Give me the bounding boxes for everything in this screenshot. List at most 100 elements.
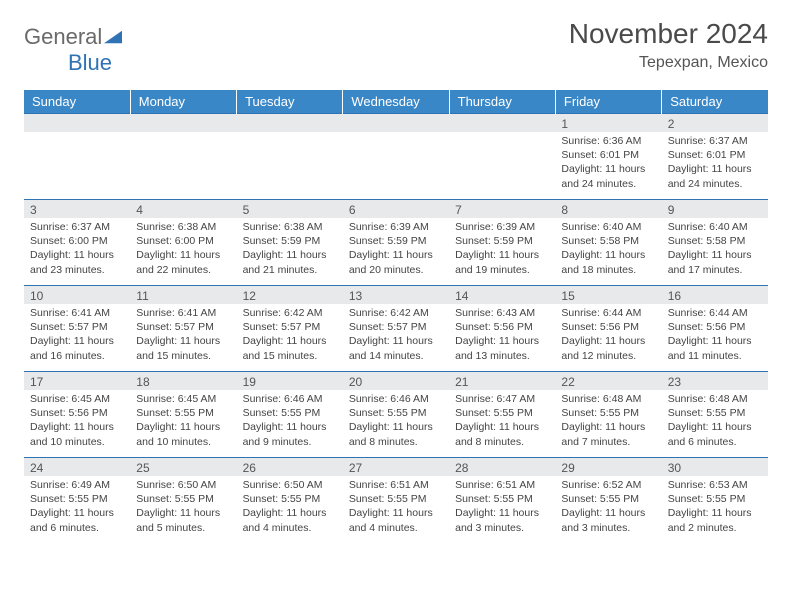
day-number: 5 <box>237 200 343 218</box>
day-number <box>449 114 555 132</box>
calendar-day-cell <box>449 114 555 200</box>
day-number: 29 <box>555 458 661 476</box>
calendar-day-cell: 13Sunrise: 6:42 AMSunset: 5:57 PMDayligh… <box>343 286 449 372</box>
calendar-page: General November 2024 Tepexpan, Mexico B… <box>0 0 792 562</box>
calendar-day-cell: 1Sunrise: 6:36 AMSunset: 6:01 PMDaylight… <box>555 114 661 200</box>
calendar-day-cell: 8Sunrise: 6:40 AMSunset: 5:58 PMDaylight… <box>555 200 661 286</box>
day-body: Sunrise: 6:51 AMSunset: 5:55 PMDaylight:… <box>449 476 555 539</box>
calendar-day-cell: 30Sunrise: 6:53 AMSunset: 5:55 PMDayligh… <box>662 458 768 544</box>
day-body: Sunrise: 6:39 AMSunset: 5:59 PMDaylight:… <box>343 218 449 281</box>
logo: General <box>24 18 122 50</box>
calendar-day-cell: 14Sunrise: 6:43 AMSunset: 5:56 PMDayligh… <box>449 286 555 372</box>
calendar-day-cell <box>237 114 343 200</box>
calendar-day-cell: 20Sunrise: 6:46 AMSunset: 5:55 PMDayligh… <box>343 372 449 458</box>
day-body <box>237 132 343 138</box>
day-number: 27 <box>343 458 449 476</box>
calendar-body: 1Sunrise: 6:36 AMSunset: 6:01 PMDaylight… <box>24 114 768 544</box>
day-number: 14 <box>449 286 555 304</box>
day-number: 15 <box>555 286 661 304</box>
calendar-day-cell: 21Sunrise: 6:47 AMSunset: 5:55 PMDayligh… <box>449 372 555 458</box>
day-number: 26 <box>237 458 343 476</box>
day-number: 13 <box>343 286 449 304</box>
day-body: Sunrise: 6:40 AMSunset: 5:58 PMDaylight:… <box>662 218 768 281</box>
day-number: 7 <box>449 200 555 218</box>
day-body: Sunrise: 6:52 AMSunset: 5:55 PMDaylight:… <box>555 476 661 539</box>
day-number <box>343 114 449 132</box>
calendar-day-cell: 7Sunrise: 6:39 AMSunset: 5:59 PMDaylight… <box>449 200 555 286</box>
weekday-header: Wednesday <box>343 90 449 114</box>
calendar-day-cell: 2Sunrise: 6:37 AMSunset: 6:01 PMDaylight… <box>662 114 768 200</box>
day-body: Sunrise: 6:41 AMSunset: 5:57 PMDaylight:… <box>24 304 130 367</box>
day-body: Sunrise: 6:37 AMSunset: 6:01 PMDaylight:… <box>662 132 768 195</box>
day-number: 22 <box>555 372 661 390</box>
day-number: 24 <box>24 458 130 476</box>
calendar-week-row: 3Sunrise: 6:37 AMSunset: 6:00 PMDaylight… <box>24 200 768 286</box>
logo-text-1: General <box>24 24 102 50</box>
calendar-day-cell: 27Sunrise: 6:51 AMSunset: 5:55 PMDayligh… <box>343 458 449 544</box>
day-number: 4 <box>130 200 236 218</box>
day-number: 12 <box>237 286 343 304</box>
calendar-day-cell: 26Sunrise: 6:50 AMSunset: 5:55 PMDayligh… <box>237 458 343 544</box>
calendar-day-cell: 5Sunrise: 6:38 AMSunset: 5:59 PMDaylight… <box>237 200 343 286</box>
day-number: 30 <box>662 458 768 476</box>
weekday-header: Thursday <box>449 90 555 114</box>
weekday-header: Sunday <box>24 90 130 114</box>
day-number: 2 <box>662 114 768 132</box>
day-body: Sunrise: 6:45 AMSunset: 5:56 PMDaylight:… <box>24 390 130 453</box>
calendar-head: Sunday Monday Tuesday Wednesday Thursday… <box>24 90 768 114</box>
day-body: Sunrise: 6:43 AMSunset: 5:56 PMDaylight:… <box>449 304 555 367</box>
weekday-header: Friday <box>555 90 661 114</box>
calendar-week-row: 10Sunrise: 6:41 AMSunset: 5:57 PMDayligh… <box>24 286 768 372</box>
day-body: Sunrise: 6:41 AMSunset: 5:57 PMDaylight:… <box>130 304 236 367</box>
day-body: Sunrise: 6:45 AMSunset: 5:55 PMDaylight:… <box>130 390 236 453</box>
day-number: 6 <box>343 200 449 218</box>
day-body: Sunrise: 6:44 AMSunset: 5:56 PMDaylight:… <box>662 304 768 367</box>
day-number: 16 <box>662 286 768 304</box>
day-body: Sunrise: 6:48 AMSunset: 5:55 PMDaylight:… <box>555 390 661 453</box>
calendar-day-cell: 12Sunrise: 6:42 AMSunset: 5:57 PMDayligh… <box>237 286 343 372</box>
logo-text-2: Blue <box>24 50 112 75</box>
day-number: 25 <box>130 458 236 476</box>
calendar-week-row: 24Sunrise: 6:49 AMSunset: 5:55 PMDayligh… <box>24 458 768 544</box>
day-number: 8 <box>555 200 661 218</box>
day-body: Sunrise: 6:47 AMSunset: 5:55 PMDaylight:… <box>449 390 555 453</box>
calendar-day-cell: 11Sunrise: 6:41 AMSunset: 5:57 PMDayligh… <box>130 286 236 372</box>
day-number: 3 <box>24 200 130 218</box>
calendar-day-cell: 29Sunrise: 6:52 AMSunset: 5:55 PMDayligh… <box>555 458 661 544</box>
day-number <box>24 114 130 132</box>
day-number: 9 <box>662 200 768 218</box>
calendar-day-cell: 15Sunrise: 6:44 AMSunset: 5:56 PMDayligh… <box>555 286 661 372</box>
day-number <box>130 114 236 132</box>
day-number: 17 <box>24 372 130 390</box>
day-body: Sunrise: 6:36 AMSunset: 6:01 PMDaylight:… <box>555 132 661 195</box>
calendar-day-cell: 25Sunrise: 6:50 AMSunset: 5:55 PMDayligh… <box>130 458 236 544</box>
day-body: Sunrise: 6:42 AMSunset: 5:57 PMDaylight:… <box>237 304 343 367</box>
weekday-header: Saturday <box>662 90 768 114</box>
day-number: 21 <box>449 372 555 390</box>
calendar-day-cell: 19Sunrise: 6:46 AMSunset: 5:55 PMDayligh… <box>237 372 343 458</box>
day-body: Sunrise: 6:46 AMSunset: 5:55 PMDaylight:… <box>343 390 449 453</box>
day-body: Sunrise: 6:50 AMSunset: 5:55 PMDaylight:… <box>237 476 343 539</box>
calendar-day-cell: 23Sunrise: 6:48 AMSunset: 5:55 PMDayligh… <box>662 372 768 458</box>
day-body: Sunrise: 6:42 AMSunset: 5:57 PMDaylight:… <box>343 304 449 367</box>
day-number: 18 <box>130 372 236 390</box>
day-number: 19 <box>237 372 343 390</box>
location: Tepexpan, Mexico <box>569 54 768 72</box>
day-body: Sunrise: 6:38 AMSunset: 5:59 PMDaylight:… <box>237 218 343 281</box>
calendar-day-cell: 10Sunrise: 6:41 AMSunset: 5:57 PMDayligh… <box>24 286 130 372</box>
calendar-day-cell: 16Sunrise: 6:44 AMSunset: 5:56 PMDayligh… <box>662 286 768 372</box>
calendar-day-cell <box>24 114 130 200</box>
day-body: Sunrise: 6:51 AMSunset: 5:55 PMDaylight:… <box>343 476 449 539</box>
day-number: 1 <box>555 114 661 132</box>
calendar-day-cell: 22Sunrise: 6:48 AMSunset: 5:55 PMDayligh… <box>555 372 661 458</box>
title-block: November 2024 Tepexpan, Mexico <box>569 18 768 72</box>
day-body: Sunrise: 6:38 AMSunset: 6:00 PMDaylight:… <box>130 218 236 281</box>
calendar-week-row: 1Sunrise: 6:36 AMSunset: 6:01 PMDaylight… <box>24 114 768 200</box>
month-title: November 2024 <box>569 18 768 50</box>
calendar-day-cell: 17Sunrise: 6:45 AMSunset: 5:56 PMDayligh… <box>24 372 130 458</box>
day-body: Sunrise: 6:39 AMSunset: 5:59 PMDaylight:… <box>449 218 555 281</box>
day-body: Sunrise: 6:53 AMSunset: 5:55 PMDaylight:… <box>662 476 768 539</box>
weekday-header: Monday <box>130 90 236 114</box>
day-body: Sunrise: 6:48 AMSunset: 5:55 PMDaylight:… <box>662 390 768 453</box>
calendar-day-cell: 6Sunrise: 6:39 AMSunset: 5:59 PMDaylight… <box>343 200 449 286</box>
